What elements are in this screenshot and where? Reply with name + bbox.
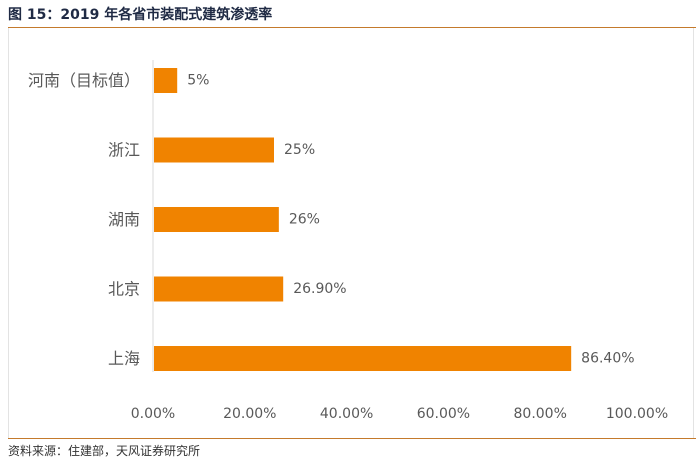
bar	[154, 346, 572, 371]
x-tick-label: 20.00%	[223, 406, 276, 422]
x-tick-label: 0.00%	[131, 406, 175, 422]
data-label: 5%	[187, 73, 209, 89]
category-label: 上海	[108, 349, 140, 368]
data-label: 26.90%	[293, 281, 346, 297]
bar	[154, 137, 274, 163]
category-label: 湖南	[108, 210, 140, 229]
bottom-rule	[8, 438, 696, 439]
bar	[154, 207, 279, 232]
source-note: 资料来源：住建部，天风证券研究所	[8, 444, 201, 458]
chart-frame	[8, 28, 694, 438]
x-tick-label: 80.00%	[514, 406, 567, 422]
bar	[154, 276, 284, 302]
x-tick-label: 60.00%	[417, 406, 470, 422]
category-label: 河南（目标值）	[28, 71, 140, 90]
top-rule	[8, 27, 696, 28]
data-label: 86.40%	[581, 351, 634, 367]
data-label: 25%	[284, 142, 315, 158]
data-label: 26%	[289, 212, 320, 228]
category-label: 北京	[108, 280, 140, 299]
figure-title: 图 15：2019 年各省市装配式建筑渗透率	[8, 7, 273, 23]
category-label: 浙江	[108, 141, 140, 160]
bar	[154, 68, 178, 93]
x-tick-label: 40.00%	[320, 406, 373, 422]
x-tick-label: 100.00%	[606, 406, 668, 422]
